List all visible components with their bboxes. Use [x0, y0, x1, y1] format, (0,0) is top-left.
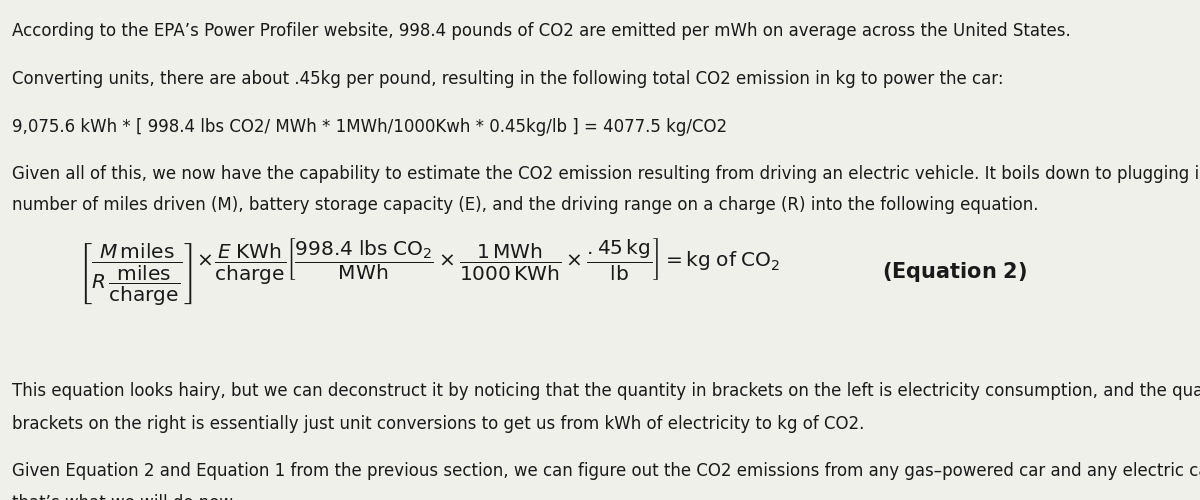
Text: $\left[\dfrac{M\,\mathrm{miles}}{R\,\dfrac{\mathrm{miles}}{\mathrm{charge}}}\rig: $\left[\dfrac{M\,\mathrm{miles}}{R\,\dfr… — [78, 237, 780, 308]
Text: that’s what we will do now.: that’s what we will do now. — [12, 494, 236, 500]
Text: Given all of this, we now have the capability to estimate the CO2 emission resul: Given all of this, we now have the capab… — [12, 165, 1200, 183]
Text: According to the EPA’s Power Profiler website, 998.4 pounds of CO2 are emitted p: According to the EPA’s Power Profiler we… — [12, 22, 1070, 40]
Text: Converting units, there are about .45kg per pound, resulting in the following to: Converting units, there are about .45kg … — [12, 70, 1003, 88]
Text: $\mathbf{(Equation\ 2)}$: $\mathbf{(Equation\ 2)}$ — [882, 260, 1027, 284]
Text: This equation looks hairy, but we can deconstruct it by noticing that the quanti: This equation looks hairy, but we can de… — [12, 382, 1200, 400]
Text: 9,075.6 kWh * [ 998.4 lbs CO2/ MWh * 1MWh/1000Kwh * 0.45kg/lb ] = 4077.5 kg/CO2: 9,075.6 kWh * [ 998.4 lbs CO2/ MWh * 1MW… — [12, 118, 727, 136]
Text: Given Equation 2 and Equation 1 from the previous section, we can figure out the: Given Equation 2 and Equation 1 from the… — [12, 462, 1200, 480]
Text: brackets on the right is essentially just unit conversions to get us from kWh of: brackets on the right is essentially jus… — [12, 415, 864, 433]
Text: number of miles driven (M), battery storage capacity (E), and the driving range : number of miles driven (M), battery stor… — [12, 196, 1038, 214]
